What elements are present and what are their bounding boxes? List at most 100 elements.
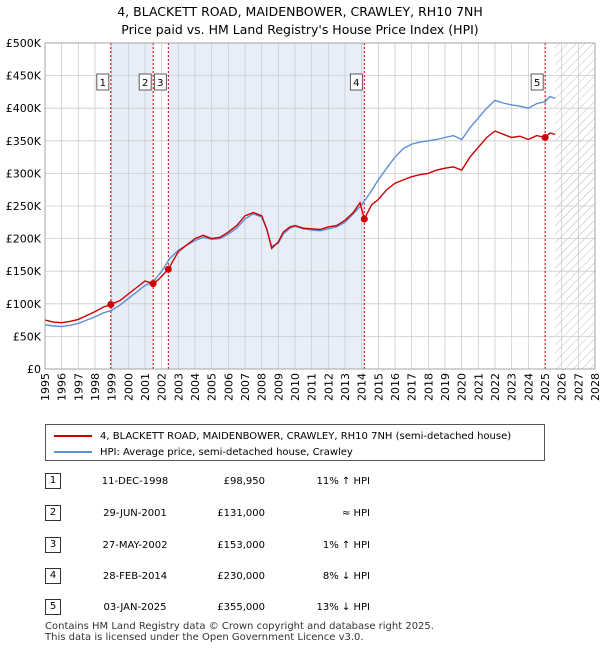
x-tick-label: 1997 <box>72 373 85 401</box>
transaction-price: £230,000 <box>217 571 265 582</box>
footer-line-1: Contains HM Land Registry data © Crown c… <box>45 621 434 632</box>
transaction-hpi: 13% ↓ HPI <box>316 602 370 613</box>
transaction-hpi: 8% ↓ HPI <box>322 571 370 582</box>
legend-swatch-hpi <box>54 451 92 453</box>
y-tick-label: £100K <box>6 298 42 311</box>
x-tick-label: 2014 <box>356 373 369 401</box>
transaction-number: 3 <box>45 537 61 553</box>
x-tick-label: 2025 <box>539 373 552 401</box>
table-row: 3 27-MAY-2002 £153,000 1% ↑ HPI <box>0 537 600 557</box>
y-tick-label: £300K <box>6 167 42 180</box>
transaction-price: £98,950 <box>223 476 265 487</box>
x-tick-label: 2001 <box>139 373 152 401</box>
title-line-1: 4, BLACKETT ROAD, MAIDENBOWER, CRAWLEY, … <box>117 4 483 19</box>
property-line <box>44 130 556 324</box>
table-row: 2 29-JUN-2001 £131,000 ≈ HPI <box>0 505 600 525</box>
x-tick-label: 2012 <box>322 373 335 401</box>
transaction-date: 29-JUN-2001 <box>103 508 167 519</box>
x-tick-label: 2005 <box>206 373 219 401</box>
x-tick-label: 2004 <box>189 373 202 401</box>
legend-item-property: 4, BLACKETT ROAD, MAIDENBOWER, CRAWLEY, … <box>54 428 511 444</box>
x-tick-label: 1998 <box>89 373 102 401</box>
transaction-hpi: 1% ↑ HPI <box>322 540 370 551</box>
sale-point-3 <box>164 265 172 273</box>
y-tick-label: £200K <box>6 233 42 246</box>
x-tick-label: 2000 <box>122 373 135 401</box>
legend-swatch-property <box>54 435 92 437</box>
x-tick-label: 1995 <box>39 373 52 401</box>
x-tick-label: 2013 <box>339 373 352 401</box>
x-tick-label: 2020 <box>456 373 469 401</box>
transaction-number: 2 <box>45 505 61 521</box>
marker-label-2: 2 <box>142 78 148 89</box>
marker-label-5: 5 <box>534 78 540 89</box>
transaction-hpi: 11% ↑ HPI <box>316 476 370 487</box>
table-row: 1 11-DEC-1998 £98,950 11% ↑ HPI <box>0 473 600 493</box>
x-tick-label: 2018 <box>422 373 435 401</box>
transaction-date: 27-MAY-2002 <box>102 540 168 551</box>
x-tick-label: 2011 <box>306 373 319 401</box>
x-tick-label: 2016 <box>389 373 402 401</box>
x-tick-label: 2009 <box>272 373 285 401</box>
transaction-number: 1 <box>45 473 61 489</box>
price-chart: 1 2 3 4 5£0£50K£100K£150K£200K£250K£300K£350… <box>6 37 600 401</box>
marker-label-box-5 <box>530 73 544 91</box>
y-tick-label: £50K <box>13 330 42 343</box>
footer-line-2: This data is licensed under the Open Gov… <box>45 632 364 643</box>
x-tick-label: 2006 <box>222 373 235 401</box>
x-tick-label: 2017 <box>406 373 419 401</box>
marker-label-1: 1 <box>100 78 106 89</box>
transaction-date: 11-DEC-1998 <box>101 476 169 487</box>
marker-label-box-3 <box>153 73 167 91</box>
marker-label-3: 3 <box>157 78 163 89</box>
x-tick-label: 2026 <box>556 373 569 401</box>
x-tick-label: 2002 <box>156 373 169 401</box>
sale-point-2 <box>149 280 157 288</box>
chart-title: 4, BLACKETT ROAD, MAIDENBOWER, CRAWLEY, … <box>0 3 600 39</box>
marker-label-4: 4 <box>353 78 359 89</box>
legend-label-property: 4, BLACKETT ROAD, MAIDENBOWER, CRAWLEY, … <box>100 430 512 442</box>
title-line-2: Price paid vs. HM Land Registry's House … <box>121 22 479 37</box>
table-row: 4 28-FEB-2014 £230,000 8% ↓ HPI <box>0 568 600 588</box>
x-tick-label: 2022 <box>489 373 502 401</box>
transaction-price: £153,000 <box>217 540 265 551</box>
x-tick-label: 2028 <box>589 373 600 401</box>
table-row: 5 03-JAN-2025 £355,000 13% ↓ HPI <box>0 599 600 619</box>
x-tick-label: 2003 <box>172 373 185 401</box>
y-tick-label: £450K <box>6 70 42 83</box>
marker-label-box-4 <box>349 73 363 91</box>
y-tick-label: £400K <box>6 102 42 115</box>
plot-border <box>44 42 596 370</box>
x-tick-label: 2010 <box>289 373 302 401</box>
x-tick-label: 1996 <box>56 373 69 401</box>
x-tick-label: 2021 <box>472 373 485 401</box>
sale-point-5 <box>541 134 549 142</box>
legend-item-hpi: HPI: Average price, semi-detached house,… <box>54 444 353 460</box>
transaction-price: £131,000 <box>217 508 265 519</box>
marker-label-box-1 <box>96 73 110 91</box>
transaction-price: £355,000 <box>217 602 265 613</box>
x-tick-label: 2015 <box>372 373 385 401</box>
transaction-date: 28-FEB-2014 <box>102 571 168 582</box>
transaction-date: 03-JAN-2025 <box>103 602 167 613</box>
y-tick-label: £0 <box>27 363 41 376</box>
transaction-hpi: ≈ HPI <box>341 508 370 519</box>
transaction-number: 4 <box>45 568 61 584</box>
y-tick-label: £350K <box>6 135 42 148</box>
x-tick-label: 2019 <box>439 373 452 401</box>
y-tick-label: £500K <box>6 37 42 50</box>
x-tick-label: 1999 <box>106 373 119 401</box>
sale-point-4 <box>360 215 368 223</box>
x-tick-label: 2027 <box>572 373 585 401</box>
x-tick-label: 2007 <box>239 373 252 401</box>
legend-label-hpi: HPI: Average price, semi-detached house,… <box>100 446 353 458</box>
marker-label-box-2 <box>138 73 152 91</box>
x-tick-label: 2008 <box>256 373 269 401</box>
sale-point-1 <box>107 300 115 308</box>
y-tick-label: £150K <box>6 265 42 278</box>
footer: Contains HM Land Registry data © Crown c… <box>45 621 434 643</box>
x-tick-label: 2023 <box>506 373 519 401</box>
x-tick-label: 2024 <box>522 373 535 401</box>
transaction-number: 5 <box>45 599 61 615</box>
legend: 4, BLACKETT ROAD, MAIDENBOWER, CRAWLEY, … <box>45 424 545 461</box>
